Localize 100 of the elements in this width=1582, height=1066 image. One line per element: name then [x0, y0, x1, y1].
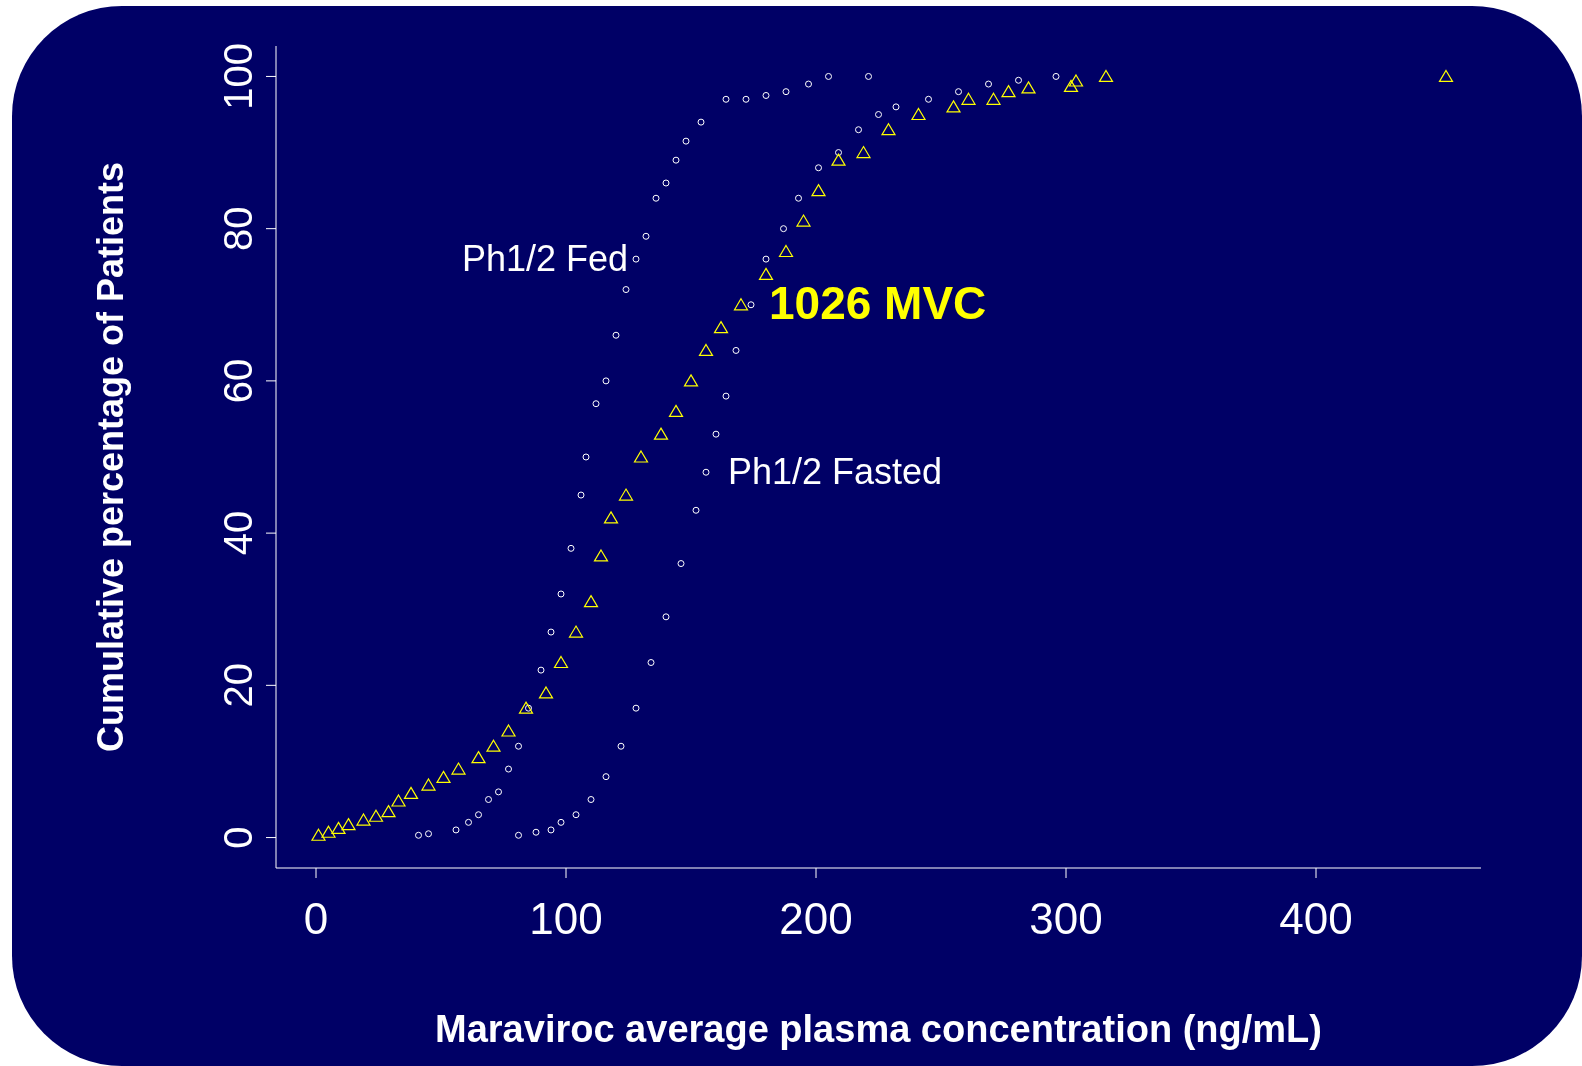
point — [583, 595, 599, 608]
point — [702, 468, 710, 476]
point — [577, 491, 585, 499]
point — [856, 145, 871, 159]
y-tick-label: 20 — [216, 663, 260, 708]
point — [796, 214, 811, 227]
y-tick-label: 40 — [216, 510, 260, 556]
point — [780, 225, 787, 233]
point — [331, 821, 346, 835]
point — [486, 739, 501, 752]
point — [557, 590, 565, 598]
point — [692, 506, 700, 514]
point — [1068, 74, 1084, 87]
point — [925, 95, 932, 103]
point — [1063, 79, 1079, 92]
x-tick-label: 400 — [1279, 894, 1353, 943]
point — [732, 346, 740, 354]
point — [421, 778, 436, 791]
point — [425, 830, 432, 838]
point — [451, 762, 466, 775]
point — [811, 184, 826, 197]
point — [662, 179, 670, 187]
point — [713, 321, 729, 334]
point — [652, 194, 660, 202]
point — [465, 818, 472, 826]
point — [618, 488, 634, 501]
point — [568, 625, 584, 638]
point — [495, 788, 502, 796]
point — [475, 811, 482, 819]
point — [582, 453, 590, 461]
point — [911, 107, 926, 121]
point — [758, 267, 774, 280]
point — [485, 796, 492, 803]
point — [538, 686, 554, 699]
point — [436, 770, 451, 784]
point — [672, 156, 680, 164]
point — [321, 825, 336, 838]
point — [712, 430, 720, 438]
point — [471, 751, 486, 764]
point — [633, 450, 649, 463]
point — [632, 704, 640, 712]
point — [762, 255, 770, 263]
point — [1021, 81, 1036, 94]
point — [381, 805, 396, 818]
point — [782, 88, 790, 96]
point — [733, 298, 749, 311]
y-tick-label: 0 — [216, 826, 260, 849]
point — [612, 331, 620, 339]
point — [602, 773, 610, 781]
series-label: Ph1/2 Fasted — [728, 451, 943, 493]
point — [505, 765, 512, 773]
point — [1001, 85, 1016, 98]
point — [341, 818, 356, 831]
point — [647, 659, 655, 666]
point — [553, 655, 569, 669]
series-label: 1026 MVC — [769, 276, 987, 329]
point — [697, 118, 705, 126]
point — [415, 831, 422, 839]
x-tick-label: 200 — [779, 894, 853, 943]
point — [815, 164, 822, 172]
point — [682, 137, 690, 145]
point — [537, 666, 545, 674]
point — [567, 544, 575, 552]
point — [825, 72, 832, 80]
point — [955, 88, 962, 96]
point — [778, 244, 794, 258]
point — [835, 149, 842, 157]
point — [722, 95, 730, 103]
point — [311, 828, 326, 841]
point — [403, 786, 419, 800]
point — [356, 813, 371, 826]
point — [587, 796, 595, 803]
point — [946, 100, 961, 113]
point — [501, 724, 516, 737]
point — [662, 613, 670, 621]
point — [722, 392, 730, 400]
point — [518, 701, 534, 714]
point — [1015, 76, 1022, 84]
point — [452, 826, 460, 834]
point — [875, 111, 882, 118]
point — [865, 72, 872, 80]
point — [795, 194, 802, 202]
point — [603, 511, 619, 524]
point — [391, 794, 406, 807]
point — [683, 374, 699, 387]
point — [617, 742, 625, 750]
y-tick-label: 60 — [216, 358, 260, 404]
point — [593, 549, 609, 562]
x-tick-label: 300 — [1029, 894, 1103, 943]
point — [985, 80, 992, 88]
point — [677, 560, 685, 568]
x-tick-label: 0 — [303, 894, 329, 943]
point — [1438, 69, 1454, 83]
point — [986, 92, 1001, 105]
x-axis-title: Maraviroc average plasma concentration (ng/mL) — [435, 1008, 1322, 1050]
point — [698, 343, 714, 357]
y-tick-label: 80 — [216, 206, 260, 251]
point — [532, 828, 540, 836]
point — [572, 811, 580, 819]
y-axis-title: Cumulative percentage of Patients — [89, 161, 131, 753]
